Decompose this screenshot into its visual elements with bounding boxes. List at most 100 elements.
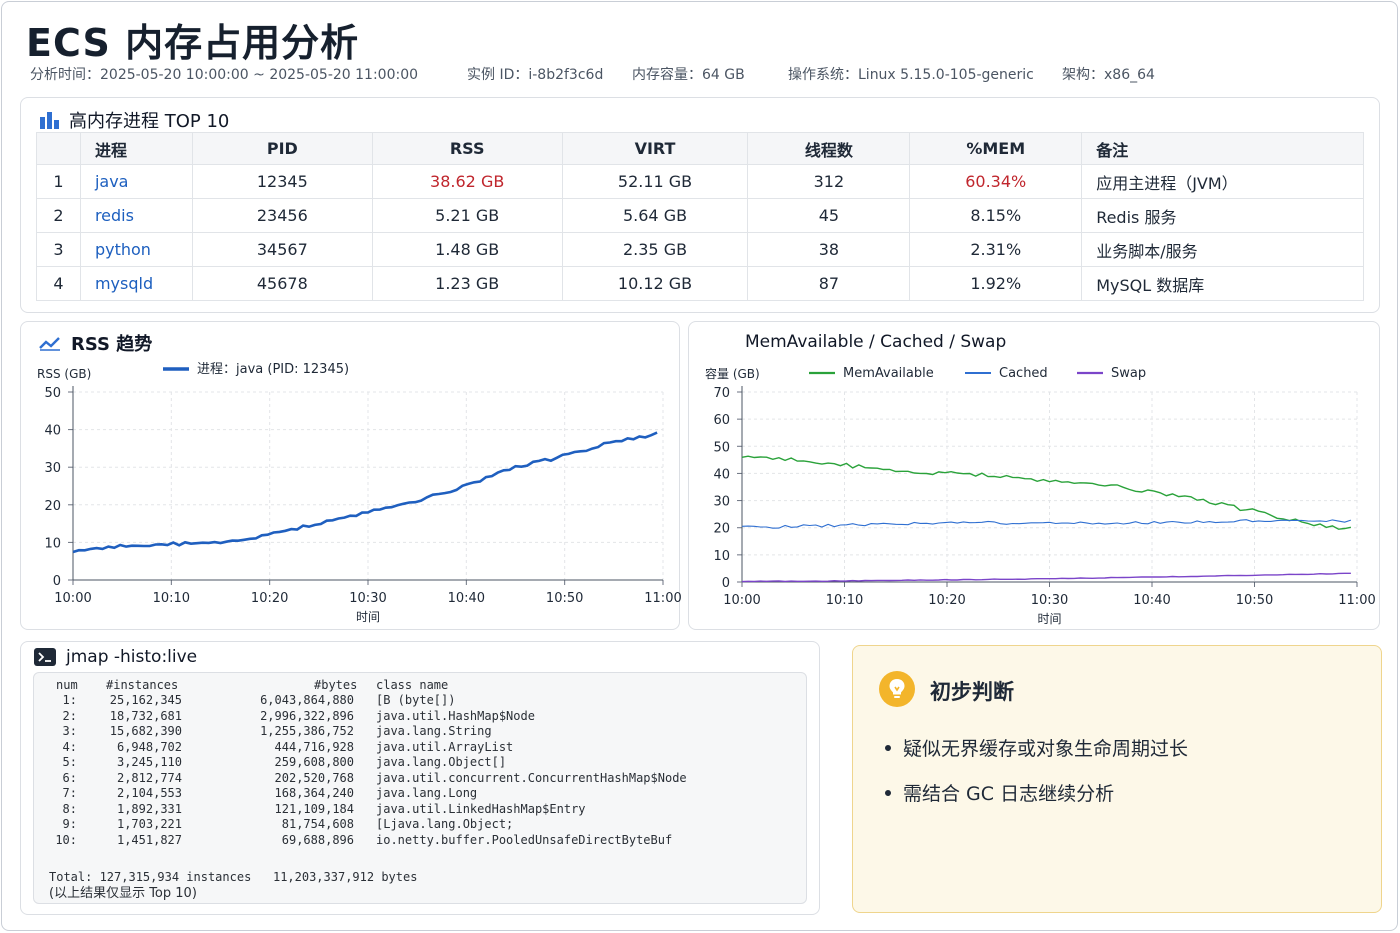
x-tick-label: 10:30: [1031, 593, 1068, 608]
y-tick-label: 10: [713, 549, 730, 564]
jmap-total: Total: 127,315,934 instances 11,203,337,…: [49, 870, 418, 884]
cell-pid: 23456: [191, 198, 373, 233]
memory-header: MemAvailable / Cached / Swap: [745, 332, 1006, 352]
bullet-dot-icon: [885, 744, 891, 751]
jmap-cell-class: [B (byte[]): [376, 693, 456, 707]
os-info: 操作系统：Linux 5.15.0-105-generic: [788, 67, 1034, 83]
jmap-cell-instances: 3,245,110: [116, 755, 182, 769]
cell-process-name[interactable]: java: [79, 164, 193, 199]
cell-rank: 3: [36, 232, 81, 267]
table-header-row: 进程 PID RSS VIRT 线程数 %MEM 备注: [36, 132, 1364, 165]
y-tick-label: 50: [713, 440, 730, 455]
jmap-cell-num: 1:: [62, 693, 77, 707]
jmap-cell-num: 5:: [62, 755, 77, 769]
y-tick-label: 20: [713, 522, 730, 537]
analysis-time-range: 分析时间：2025-05-20 10:00:00 ~ 2025-05-20 11…: [30, 67, 419, 83]
legend-label: MemAvailable: [843, 366, 934, 381]
series-line: [72, 431, 658, 554]
jmap-output: num #instances #bytes class name Total: …: [33, 672, 807, 904]
jmap-cell-num: 2:: [62, 708, 77, 723]
x-tick-label: 10:10: [826, 593, 863, 608]
jmap-cell-instances: 1,892,331: [116, 801, 182, 816]
trend-line-icon: [39, 337, 60, 351]
cell-pid: 45678: [191, 266, 373, 301]
x-tick-label: 10:50: [546, 591, 583, 606]
jmap-cell-class: java.lang.Long: [376, 786, 478, 800]
y-tick-label: 20: [44, 499, 61, 514]
y-tick-label: 70: [713, 386, 730, 401]
x-axis-label: 时间: [356, 610, 380, 624]
jmap-cell-bytes: 202,520,768: [274, 770, 354, 785]
column-header-rank: [36, 132, 81, 165]
column-header-note[interactable]: 备注: [1081, 132, 1364, 165]
x-tick-label: 10:00: [723, 593, 760, 608]
memory-panel: MemAvailable / Cached / Swap 10:00 10:10 1…: [688, 321, 1380, 630]
jmap-note: (以上结果仅显示 Top 10): [49, 886, 197, 901]
insight-panel: 初步判断 疑似无界缓存或对象生命周期过长 需结合 GC 日志继续分析: [852, 645, 1382, 913]
table-row[interactable]: 2 redis 23456 5.21 GB 5.64 GB 45 8.15% R…: [36, 198, 1364, 233]
insight-bullet-text: 疑似无界缓存或对象生命周期过长: [903, 738, 1189, 760]
y-tick-label: 40: [44, 424, 61, 439]
cell-rank: 1: [36, 164, 81, 199]
column-header-pid[interactable]: PID: [191, 132, 373, 165]
jmap-cell-class: java.util.HashMap$Node: [376, 708, 535, 723]
column-header-mem[interactable]: %MEM: [909, 132, 1083, 165]
jmap-cell-bytes: 69,688,896: [281, 832, 354, 847]
jmap-title: jmap -histo:live: [66, 647, 198, 667]
cell-virt: 52.11 GB: [561, 164, 749, 199]
legend-label: Swap: [1111, 366, 1146, 381]
bar-chart-icon: [40, 112, 59, 129]
jmap-cell-class: java.util.concurrent.ConcurrentHashMap$N…: [376, 770, 687, 785]
insight-bullet: 疑似无界缓存或对象生命周期过长: [885, 734, 1188, 761]
cell-rss: 38.62 GB: [371, 164, 563, 199]
cell-process-name[interactable]: python: [79, 232, 193, 267]
jmap-col-num: num: [56, 678, 78, 692]
insight-bullet: 需结合 GC 日志继续分析: [885, 779, 1114, 806]
cell-rank: 4: [36, 266, 81, 301]
rss-trend-header: RSS 趋势: [39, 330, 152, 356]
jmap-col-class: class name: [376, 678, 449, 692]
y-tick-label: 50: [44, 386, 61, 401]
column-header-process[interactable]: 进程: [79, 132, 193, 165]
x-tick-label: 10:50: [1236, 593, 1273, 608]
column-header-virt[interactable]: VIRT: [561, 132, 749, 165]
x-tick-label: 10:40: [448, 591, 485, 606]
series-line: [741, 455, 1352, 530]
jmap-col-bytes: #bytes: [314, 678, 358, 692]
series-line: [741, 519, 1352, 529]
cell-virt: 2.35 GB: [561, 232, 749, 267]
x-tick-label: 10:20: [251, 591, 288, 606]
table-row[interactable]: 3 python 34567 1.48 GB 2.35 GB 38 2.31% …: [36, 232, 1364, 267]
cell-threads: 38: [747, 232, 911, 267]
jmap-cell-bytes: 2,996,322,896: [260, 708, 354, 723]
column-header-threads[interactable]: 线程数: [747, 132, 911, 165]
jmap-cell-class: java.lang.String: [376, 724, 492, 738]
page-title: ECS 内存占用分析: [26, 21, 360, 65]
cell-process-name[interactable]: redis: [79, 198, 193, 233]
y-axis-label: RSS (GB): [37, 367, 91, 381]
cell-process-name[interactable]: mysqld: [79, 266, 193, 301]
jmap-cell-num: 6:: [62, 770, 77, 785]
column-header-rss[interactable]: RSS: [371, 132, 563, 165]
cell-pid: 34567: [191, 232, 373, 267]
memory-line-chart: 10:00 10:10 10:20 10:30 10:40 10:50 11:00 0 10 20…: [705, 366, 1376, 626]
jmap-cell-instances: 2,812,774: [116, 770, 182, 785]
cell-threads: 87: [747, 266, 911, 301]
jmap-cell-instances: 25,162,345: [109, 693, 182, 707]
jmap-header: jmap -histo:live: [34, 647, 197, 667]
rss-trend-title: RSS 趋势: [71, 334, 153, 355]
jmap-cell-bytes: 168,364,240: [274, 786, 354, 800]
cell-rss: 5.21 GB: [371, 198, 563, 233]
cell-note: 应用主进程（JVM）: [1081, 164, 1364, 199]
rss-trend-panel: RSS 趋势 10:00 10:10 10:20 10:30 10:40 10:50 11:…: [20, 321, 681, 630]
jmap-cell-class: java.lang.Object[]: [376, 755, 507, 769]
jmap-cell-class: io.netty.buffer.PooledUnsafeDirectByteBu…: [376, 832, 673, 847]
jmap-cell-class: java.util.ArrayList: [376, 739, 514, 754]
y-tick-label: 10: [44, 536, 61, 551]
y-axis-label: 容量 (GB): [705, 366, 760, 381]
jmap-cell-instances: 6,948,702: [116, 739, 182, 754]
table-row[interactable]: 4 mysqld 45678 1.23 GB 10.12 GB 87 1.92%…: [36, 266, 1364, 301]
table-row[interactable]: 1 java 12345 38.62 GB 52.11 GB 312 60.34…: [36, 164, 1364, 199]
x-tick-label: 11:00: [644, 591, 681, 606]
